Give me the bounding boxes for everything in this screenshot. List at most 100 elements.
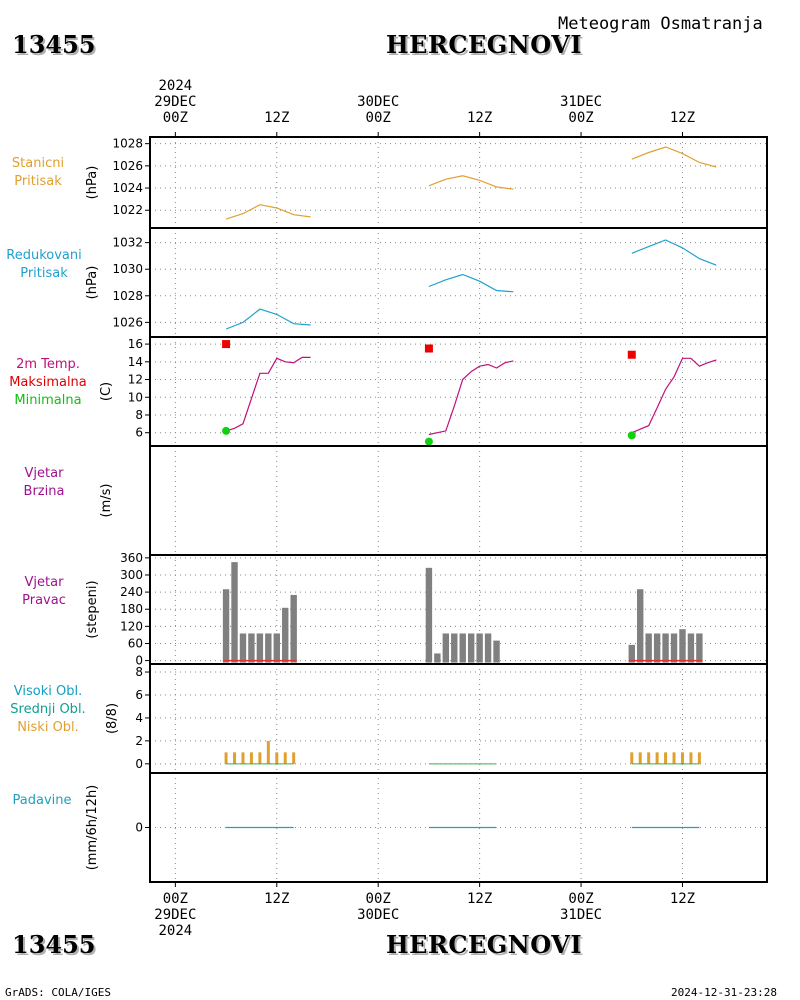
y-tick-label: 16 — [128, 337, 143, 351]
wind-direction-bar — [434, 653, 441, 663]
top-time-label-line: 12Z — [466, 110, 493, 126]
top-time-label: 2024 29DEC 00Z — [135, 78, 215, 126]
y-tick-label: 6 — [135, 426, 143, 440]
station-id-bottom: 13455 — [12, 930, 96, 959]
meteogram-subtitle: Meteogram Osmatranja — [558, 14, 763, 34]
low-cloud-bar — [689, 752, 693, 764]
y-tick-label: 1026 — [112, 315, 143, 329]
low-cloud-bar — [233, 752, 237, 764]
bottom-time-label-line: 12Z — [669, 891, 696, 907]
label-clouds-high: Visoki Obl. — [13, 684, 83, 699]
panel-frame-precipitation — [149, 772, 768, 883]
y-tick-label: 1028 — [112, 289, 143, 303]
low-cloud-bar — [292, 752, 296, 764]
bottom-time-label-line — [237, 923, 317, 939]
low-cloud-bar — [680, 752, 684, 764]
y-tick-label: 1030 — [112, 262, 143, 276]
label-wind-direction-line2: Pravac — [22, 593, 66, 608]
y-tick-label: 2 — [135, 734, 143, 748]
temp-max-marker — [222, 340, 231, 349]
y-tick-label: 0 — [135, 757, 143, 771]
wind-direction-bar — [662, 633, 669, 663]
unit-label-reduced_pressure: (hPa) — [85, 266, 100, 300]
unit-label-wind_speed: (m/s) — [99, 484, 114, 518]
top-time-label: 31DEC 00Z — [541, 78, 621, 126]
footer-timestamp: 2024-12-31-23:28 — [671, 986, 777, 999]
top-time-label-line: 00Z — [365, 110, 391, 126]
panel-frame-wind_speed — [149, 445, 768, 556]
label-precipitation: Padavine — [0, 792, 102, 810]
low-cloud-bar — [258, 752, 262, 764]
y-tick-label: 240 — [120, 585, 143, 599]
wind-direction-bar — [256, 633, 264, 663]
unit-label-precipitation: (mm/6h/12h) — [85, 785, 100, 871]
bottom-time-label: 12Z — [642, 891, 722, 939]
label-wind-speed-line1: Vjetar — [24, 466, 64, 481]
reduced_pressure-line — [631, 239, 717, 266]
bottom-time-label-line — [237, 907, 317, 923]
temp-max-marker — [424, 344, 433, 353]
bottom-time-label-line: 12Z — [466, 891, 493, 907]
unit-label-temperature: (C) — [99, 382, 114, 401]
label-station-pressure-line1: Stanicni — [11, 156, 65, 171]
low-cloud-bar — [638, 752, 642, 764]
label-temperature: 2m Temp. Maksimalna Minimalna — [0, 356, 108, 410]
y-tick-label: 1022 — [112, 203, 143, 217]
bottom-time-label-line: 30DEC — [357, 907, 400, 923]
top-time-label-line: 00Z — [568, 110, 594, 126]
low-cloud-bar — [697, 752, 701, 764]
wind-direction-bar — [637, 589, 644, 663]
wind-direction-bar — [273, 633, 280, 663]
wind-direction-bar — [645, 633, 652, 663]
wind-direction-bar — [493, 640, 500, 663]
temperature-line — [631, 357, 717, 434]
top-time-label: 30DEC 00Z — [338, 78, 418, 126]
reduced_pressure-line — [428, 273, 514, 293]
y-tick-label: 1024 — [112, 181, 143, 195]
station_pressure-line — [225, 204, 311, 220]
label-temp-max: Maksimalna — [9, 375, 87, 390]
temp-min-marker — [627, 431, 636, 440]
label-wind-direction-line1: Vjetar — [24, 575, 64, 590]
y-tick-label: 120 — [120, 619, 143, 633]
y-tick-label: 12 — [128, 373, 143, 387]
wind-direction-bar — [239, 633, 247, 663]
top-time-label-line: 2024 — [158, 78, 193, 94]
top-time-label-line: 29DEC — [154, 94, 197, 110]
label-precipitation-line1: Padavine — [12, 793, 72, 808]
top-time-label-line: 12Z — [669, 110, 696, 126]
top-time-label-line: 31DEC — [559, 94, 603, 110]
bottom-time-label-line — [440, 907, 520, 923]
bottom-time-label-line: 12Z — [264, 891, 290, 907]
reduced_pressure-line — [225, 308, 311, 330]
top-time-label: 12Z — [440, 78, 520, 126]
y-tick-label: 8 — [135, 408, 143, 422]
label-clouds-low: Niski Obl. — [17, 720, 79, 735]
bottom-time-label: 12Z — [237, 891, 317, 939]
station_pressure-line — [631, 146, 717, 168]
low-cloud-bar — [224, 752, 228, 764]
y-tick-label: 6 — [135, 688, 143, 702]
wind-direction-bar — [290, 594, 297, 663]
label-station-pressure: Stanicni Pritisak — [0, 155, 98, 191]
wind-direction-bar — [679, 629, 686, 663]
wind-direction-bar — [265, 633, 272, 663]
temp-max-marker — [627, 350, 636, 359]
label-wind-speed: Vjetar Brzina — [0, 465, 104, 501]
bottom-time-label: 12Z — [440, 891, 520, 939]
low-cloud-bar — [647, 752, 651, 764]
temp-min-marker — [424, 437, 433, 446]
wind-direction-bar — [248, 633, 255, 663]
label-reduced-pressure-line2: Pritisak — [20, 266, 68, 281]
unit-label-station_pressure: (hPa) — [85, 166, 100, 200]
wind-direction-bar — [670, 633, 678, 663]
y-tick-label: 0 — [135, 821, 143, 835]
unit-label-clouds: (8/8) — [105, 703, 120, 734]
label-station-pressure-line2: Pritisak — [14, 174, 62, 189]
bottom-time-label-line — [642, 923, 722, 939]
low-cloud-bar — [283, 752, 287, 764]
station-name-top: HERCEGNOVI — [386, 30, 583, 59]
y-tick-label: 300 — [120, 568, 143, 582]
top-time-label-line: 00Z — [162, 110, 188, 126]
